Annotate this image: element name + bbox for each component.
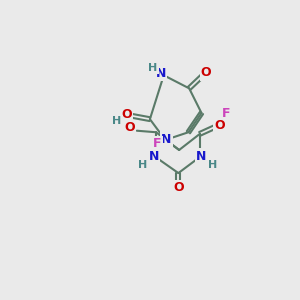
Text: H: H — [208, 160, 217, 170]
Text: F: F — [153, 137, 162, 150]
Text: N: N — [161, 133, 171, 146]
Text: H: H — [148, 63, 158, 73]
Text: O: O — [122, 108, 132, 121]
Text: O: O — [173, 181, 184, 194]
Text: H: H — [112, 116, 122, 127]
Text: N: N — [155, 67, 166, 80]
Text: H: H — [138, 160, 148, 170]
Text: F: F — [222, 107, 230, 120]
Text: O: O — [201, 67, 212, 80]
Text: O: O — [124, 121, 135, 134]
Text: N: N — [196, 150, 207, 163]
Text: O: O — [214, 119, 224, 132]
Text: N: N — [148, 150, 159, 163]
